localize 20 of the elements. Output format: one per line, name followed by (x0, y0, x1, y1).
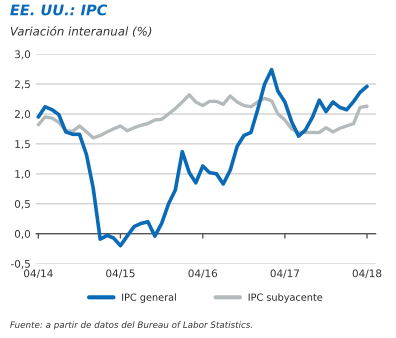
x-tick-label: 04/17 (270, 269, 299, 278)
x-tick-label: 04/14 (24, 269, 53, 278)
legend-label: IPC subyacente (248, 293, 322, 303)
legend-label: IPC general (122, 293, 176, 303)
x-tick-label: 04/18 (352, 269, 382, 278)
y-tick-label: 3,0 (15, 50, 30, 60)
source-note: Fuente: a partir de datos del Bureau of Labor Statistics. (10, 321, 252, 330)
y-tick-label: 0,0 (14, 230, 30, 239)
y-tick-label: -0,5 (10, 260, 30, 269)
x-tick-label: 04/16 (188, 269, 218, 278)
line-series (36, 93, 369, 140)
y-tick-label: 2,0 (14, 110, 30, 120)
chart-title: EE. UU.: IPC (10, 4, 108, 16)
y-tick-label: 1,0 (15, 170, 30, 179)
x-tick-label: 04/15 (106, 269, 135, 278)
y-tick-label: 2,5 (14, 80, 30, 90)
y-tick-label: 1,5 (15, 140, 30, 150)
y-tick-label: 0,5 (14, 200, 30, 209)
line-series (36, 68, 369, 248)
chart-subtitle: Variación interanual (%) (10, 26, 152, 38)
